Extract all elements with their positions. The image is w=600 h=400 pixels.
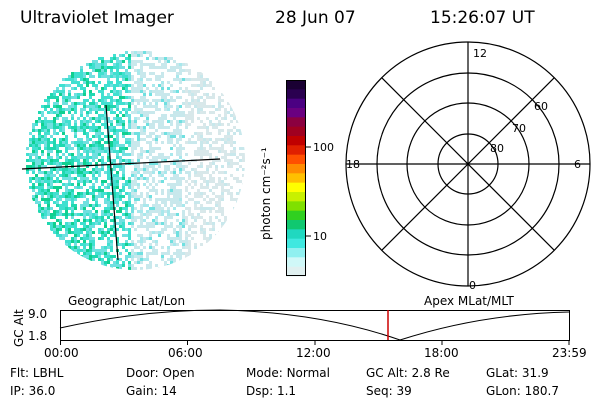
lat-label-60: 60 xyxy=(534,100,548,113)
mlt-label-6: 6 xyxy=(574,158,581,171)
timeline-left-label: Geographic Lat/Lon xyxy=(68,294,186,308)
x-tick-0600: 06:00 xyxy=(168,346,203,360)
mlt-label-0: 0 xyxy=(469,279,476,292)
color-scale-ticks: 100 10 xyxy=(306,141,334,243)
y-tick-1-8: 1.8 xyxy=(28,329,48,343)
status-flt: Flt: LBHL xyxy=(10,366,64,380)
status-ip: IP: 36.0 xyxy=(10,384,56,398)
polar-grid: 12 6 0 18 60 70 80 xyxy=(345,41,591,292)
x-tick-0000: 00:00 xyxy=(44,346,79,360)
timeline-right-label: Apex MLat/MLT xyxy=(424,294,514,308)
color-scale-unit: photon cm⁻²s⁻¹ xyxy=(259,147,273,240)
time-label: 15:26:07 UT xyxy=(430,8,535,28)
y-tick-9: 9.0 xyxy=(28,307,48,321)
status-gain: Gain: 14 xyxy=(126,384,177,398)
x-tick-1800: 18:00 xyxy=(424,346,459,360)
mlt-label-18: 18 xyxy=(346,158,360,171)
instrument-title: Ultraviolet Imager xyxy=(20,8,174,28)
color-scale-bar xyxy=(286,80,306,277)
timeline-y-axis-label: GC Alt xyxy=(12,309,26,347)
geo-lon-line xyxy=(105,104,119,261)
geo-lat-line xyxy=(21,158,221,170)
lat-label-70: 70 xyxy=(512,122,526,135)
status-glat: GLat: 31.9 xyxy=(486,366,549,380)
orbit-altitude-plot xyxy=(59,309,570,345)
mlt-label-12: 12 xyxy=(473,47,487,60)
status-glon: GLon: 180.7 xyxy=(486,384,559,398)
x-tick-1200: 12:00 xyxy=(296,346,331,360)
x-tick-2359: 23:59 xyxy=(552,346,587,360)
status-mode: Mode: Normal xyxy=(246,366,330,380)
status-door: Door: Open xyxy=(126,366,195,380)
cbar-tick-10: 10 xyxy=(313,230,327,243)
status-dsp: Dsp: 1.1 xyxy=(246,384,297,398)
date-label: 28 Jun 07 xyxy=(275,8,356,28)
status-gc-alt: GC Alt: 2.8 Re xyxy=(366,366,450,380)
auroral-image xyxy=(21,51,245,270)
cbar-tick-100: 100 xyxy=(313,141,334,154)
status-seq: Seq: 39 xyxy=(366,384,412,398)
lat-label-80: 80 xyxy=(490,142,504,155)
